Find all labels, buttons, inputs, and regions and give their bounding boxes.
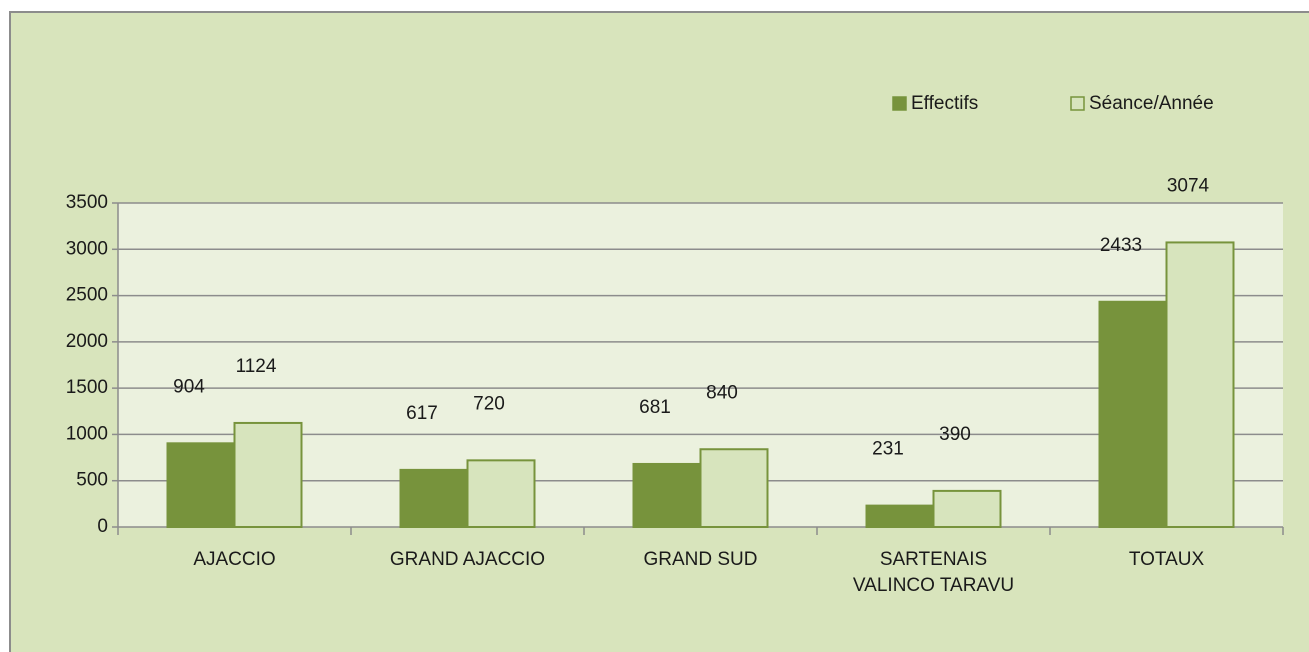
legend-swatch bbox=[1070, 96, 1085, 111]
bar bbox=[466, 459, 536, 528]
y-tick-label: 0 bbox=[97, 516, 108, 537]
legend-label: Effectifs bbox=[911, 93, 978, 114]
y-tick-label: 3500 bbox=[66, 192, 108, 213]
bar bbox=[1098, 300, 1168, 528]
data-label: 681 bbox=[639, 397, 671, 418]
bar bbox=[632, 462, 702, 529]
x-tick-label: SARTENAIS VALINCO TARAVU bbox=[852, 549, 1015, 596]
bar bbox=[699, 448, 769, 528]
data-label: 840 bbox=[706, 382, 738, 403]
y-tick-label: 2500 bbox=[66, 285, 108, 306]
data-label: 904 bbox=[173, 376, 205, 397]
data-label: 1124 bbox=[236, 356, 277, 377]
data-label: 720 bbox=[473, 393, 505, 414]
bar bbox=[399, 468, 469, 528]
data-label: 2433 bbox=[1100, 235, 1142, 256]
data-label: 617 bbox=[406, 403, 438, 424]
bar bbox=[1165, 241, 1235, 528]
bar bbox=[865, 504, 935, 528]
bar bbox=[932, 489, 1002, 529]
data-label: 3074 bbox=[1167, 175, 1210, 196]
y-tick-label: 1500 bbox=[66, 377, 108, 398]
legend-label: Séance/Année bbox=[1089, 93, 1214, 114]
data-label: 390 bbox=[939, 424, 971, 445]
data-label: 231 bbox=[872, 439, 904, 460]
y-tick-label: 500 bbox=[76, 470, 108, 491]
x-tick-label: GRAND SUD bbox=[643, 549, 758, 570]
x-tick-label: TOTAUX bbox=[1128, 549, 1205, 570]
x-tick-label: AJACCIO bbox=[193, 549, 276, 570]
y-tick-label: 2000 bbox=[66, 331, 108, 352]
x-tick-label: GRAND AJACCIO bbox=[389, 549, 546, 570]
y-tick-label: 1000 bbox=[66, 423, 108, 444]
y-tick-label: 3000 bbox=[66, 238, 108, 259]
bar bbox=[233, 421, 303, 528]
bar bbox=[166, 442, 236, 528]
legend-swatch bbox=[892, 96, 907, 111]
